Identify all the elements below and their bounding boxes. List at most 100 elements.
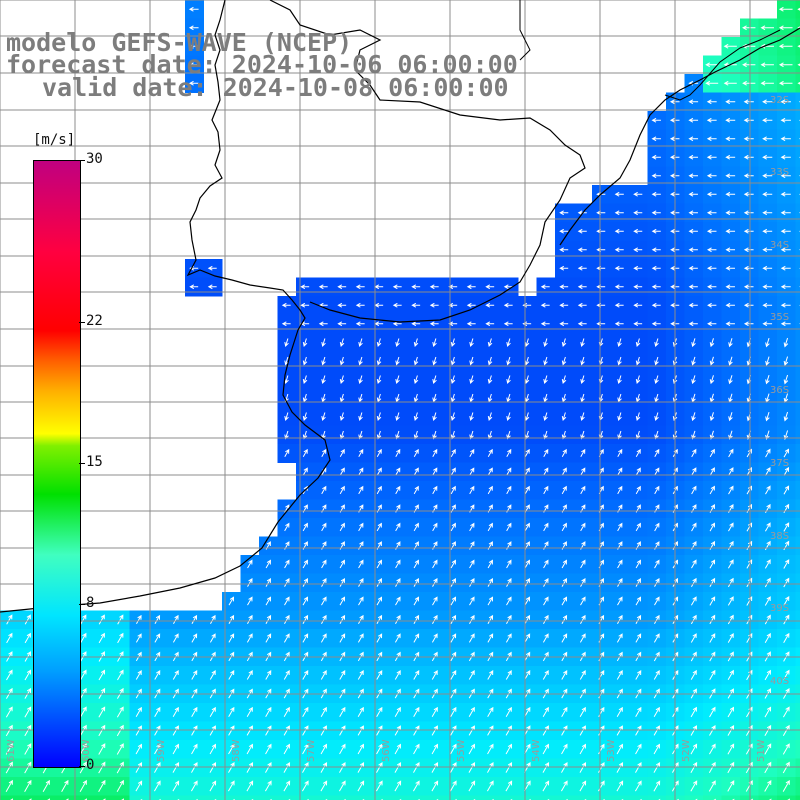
wind-arrow [524,412,530,421]
wind-arrow [797,7,800,11]
wind-arrow [559,284,569,290]
wind-arrow [448,302,458,308]
wind-arrow [742,62,756,68]
wind-arrow [707,302,717,308]
wind-arrow [764,724,772,736]
wind-cell [795,444,800,463]
wind-cell [795,592,800,611]
wind-arrow [395,393,400,403]
wind-arrow [321,375,326,384]
wind-arrow [265,614,272,624]
wind-arrow [469,522,475,532]
wind-arrow [691,485,697,495]
wind-arrow [191,670,198,680]
wind-arrow [561,375,567,384]
wind-arrow [450,412,456,421]
wind-arrow [690,761,698,773]
wind-arrow [742,80,756,86]
wind-arrow [542,743,549,755]
wind-cell [296,795,315,800]
wind-arrow [617,522,623,532]
wind-arrow [750,798,753,800]
wind-cell [795,573,800,593]
wind-arrow [392,302,402,308]
wind-arrow [691,375,696,385]
wind-arrow [505,780,513,792]
wind-arrow [395,485,401,495]
wind-cell [18,795,38,800]
wind-cell [647,795,667,800]
wind-arrow [765,337,770,348]
wind-arrow [376,706,383,717]
wind-arrow [376,577,382,587]
wind-arrow [228,596,235,606]
wind-arrow [524,633,531,643]
wind-arrow [579,633,586,643]
wind-arrow [731,798,735,800]
wind-cell [795,462,800,482]
wind-arrow [413,356,419,366]
wind-arrow [580,577,586,587]
wind-arrow [321,485,327,495]
forecast-date: forecast date: 2024-10-06 06:00:00 [6,50,518,79]
wind-arrow [742,25,756,31]
wind-cell [795,148,800,167]
wind-cell [333,795,352,800]
wind-arrow [487,706,494,717]
wind-arrow [765,448,771,458]
wind-arrow [762,191,773,197]
wind-arrow [102,798,106,800]
wind-arrow [797,63,800,67]
wind-arrow [707,247,717,253]
wind-arrow [154,762,161,773]
wind-arrow [708,761,716,774]
wind-arrow [302,596,309,606]
wind-arrow [706,191,717,197]
wind-arrow [135,743,142,755]
wind-arrow [116,724,124,737]
wind-arrow [468,670,475,680]
wind-arrow [413,412,419,421]
wind-arrow [580,375,585,384]
wind-arrow [725,284,735,290]
wind-arrow [469,393,474,403]
wind-arrow [339,670,346,680]
wind-arrow [485,302,495,308]
wind-arrow [762,99,773,105]
wind-arrow [450,614,457,624]
wind-arrow [413,596,420,606]
wind-arrow [654,430,659,440]
wind-arrow [228,706,235,717]
wind-arrow [228,633,235,643]
wind-arrow [506,412,511,421]
wind-arrow [577,302,587,308]
wind-arrow [487,596,494,606]
wind-arrow [358,412,363,421]
wind-cell [795,499,800,519]
wind-arrow [783,448,790,458]
wind-arrow [503,321,513,327]
wind-arrow [635,633,642,643]
wind-cell [610,795,630,800]
colorbar [33,160,81,768]
wind-arrow [321,412,326,421]
wind-arrow [635,467,641,476]
wind-arrow [561,522,567,532]
wind-arrow [780,228,791,234]
wind-arrow [209,670,216,680]
wind-arrow [191,706,198,717]
wind-arrow [524,706,531,717]
wind-arrow [154,725,161,736]
wind-arrow [321,338,326,347]
wind-arrow [321,393,326,403]
wind-arrow [98,632,105,644]
wind-arrow [561,706,568,717]
wind-arrow [762,136,773,142]
wind-arrow [302,633,309,643]
wind-arrow [709,633,716,643]
wind-arrow [469,467,475,476]
wind-arrow [706,154,717,160]
wind-arrow [394,743,401,755]
wind-cell [129,795,149,800]
wind-arrow [654,577,660,587]
